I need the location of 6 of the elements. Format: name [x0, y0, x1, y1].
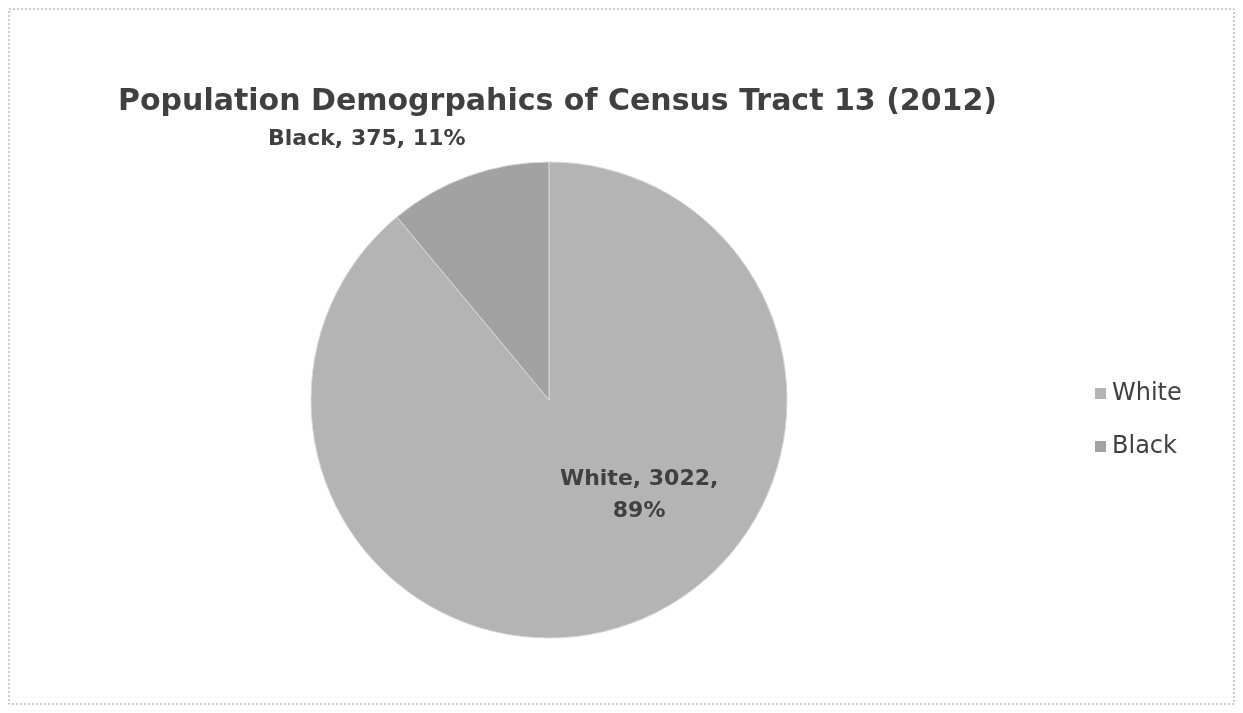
legend-label: White: [1112, 378, 1182, 406]
legend-label: Black: [1112, 431, 1178, 459]
chart-title: Population Demogrpahics of Census Tract 13 (2012): [118, 82, 998, 117]
data-label: White, 3022, 89%: [559, 464, 719, 522]
data-label: Black, 375, 11%: [268, 124, 466, 150]
pie-slice: [310, 161, 788, 639]
